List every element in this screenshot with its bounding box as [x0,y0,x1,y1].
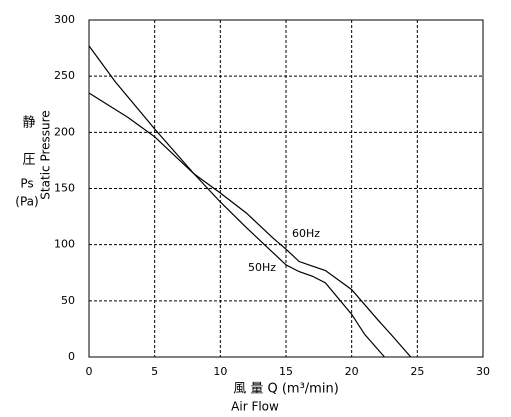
x-axis-label: 風 量 Q (m³/min) [233,382,339,397]
y-tick-label: 100 [54,238,75,251]
y-axis-label-unit: (Pa) [15,195,38,209]
x-tick-label: 0 [86,365,93,378]
x-tick-label: 10 [213,365,227,378]
y-axis-label: Static Pressure [39,110,53,199]
x-axis-label-en: Air Flow [231,400,279,414]
series-line [88,92,412,358]
y-axis-label-unit: Ps [20,177,33,191]
series-line [88,45,385,358]
y-axis-label-char: 静 [22,116,35,131]
x-tick-label: 20 [345,365,359,378]
x-tick-label: 15 [279,365,293,378]
y-tick-label: 200 [54,125,75,138]
series-label: 60Hz [292,227,320,240]
y-tick-label: 0 [68,350,75,363]
y-tick-label: 300 [54,13,75,26]
y-tick-label: 50 [61,294,75,307]
plot-frame [88,19,484,358]
x-tick-label: 25 [410,365,424,378]
series-label: 50Hz [248,261,276,274]
x-tick-label: 30 [476,365,490,378]
y-axis-label-char: 圧 [22,153,35,168]
y-tick-label: 150 [54,182,75,195]
y-tick-label: 250 [54,69,75,82]
x-tick-label: 5 [151,365,158,378]
